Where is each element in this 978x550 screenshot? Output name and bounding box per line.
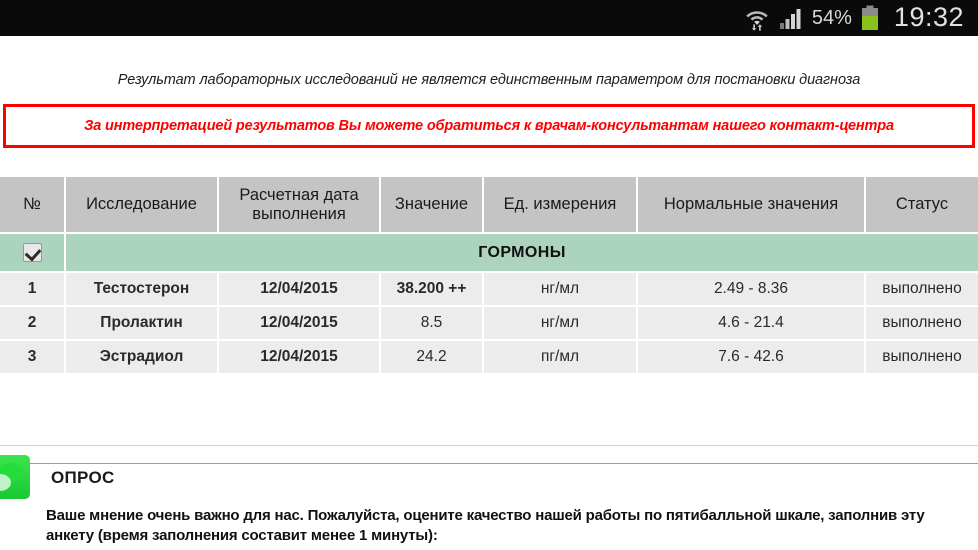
row-study: Тестостерон	[65, 272, 219, 307]
survey-description: Ваше мнение очень важно для нас. Пожалуй…	[46, 507, 925, 545]
row-status: выполнено	[865, 340, 978, 375]
col-header-status: Статус	[865, 177, 978, 234]
android-status-bar: 54% 19:32	[0, 0, 978, 36]
row-date: 12/04/2015	[218, 306, 381, 341]
group-row-hormones: ГОРМОНЫ	[0, 233, 978, 273]
col-header-normal: Нормальные значения	[637, 177, 866, 234]
chat-bubble-shape-secondary	[0, 474, 11, 491]
disclaimer-text: Результат лабораторных исследований не я…	[117, 72, 861, 88]
col-header-study: Исследование	[65, 177, 219, 234]
status-bar-clock: 19:32	[893, 1, 964, 32]
row-number: 1	[0, 272, 66, 307]
survey-divider	[0, 463, 978, 464]
row-number: 3	[0, 340, 66, 375]
row-unit: нг/мл	[483, 306, 638, 341]
table-row: 3 Эстрадиол 12/04/2015 24.2 пг/мл 7.6 - …	[0, 340, 978, 375]
col-header-unit: Ед. измерения	[483, 177, 638, 234]
table-row: 2 Пролактин 12/04/2015 8.5 нг/мл 4.6 - 2…	[0, 306, 978, 341]
wifi-with-data-arrows-icon	[744, 5, 770, 31]
col-header-date: Расчетная дата выполнения	[218, 177, 381, 234]
row-normal: 2.49 - 8.36	[637, 272, 866, 307]
row-normal: 4.6 - 21.4	[637, 306, 866, 341]
group-checkbox-cell[interactable]	[0, 233, 66, 273]
col-header-number: №	[0, 177, 66, 234]
row-unit: пг/мл	[483, 340, 638, 375]
row-number: 2	[0, 306, 66, 341]
group-title-cell: ГОРМОНЫ	[65, 233, 978, 273]
row-normal: 7.6 - 42.6	[637, 340, 866, 375]
cellular-signal-icon	[779, 6, 803, 30]
group-select-checkbox[interactable]	[22, 243, 42, 262]
table-header-row: № Исследование Расчетная дата выполнения…	[0, 177, 978, 234]
row-status: выполнено	[865, 272, 978, 307]
row-unit: нг/мл	[483, 272, 638, 307]
group-title-label: ГОРМОНЫ	[478, 243, 566, 261]
row-date: 12/04/2015	[218, 340, 381, 375]
survey-section: ОПРОС Ваше мнение очень важно для нас. П…	[0, 445, 978, 550]
battery-icon	[861, 5, 879, 31]
results-page: Результат лабораторных исследований не я…	[0, 36, 978, 550]
chat-bubble-icon	[0, 455, 30, 499]
lab-results-table: № Исследование Расчетная дата выполнения…	[0, 177, 978, 375]
row-status: выполнено	[865, 306, 978, 341]
row-study: Эстрадиол	[65, 340, 219, 375]
row-date: 12/04/2015	[218, 272, 381, 307]
row-value: 8.5	[380, 306, 484, 341]
battery-percent-label: 54%	[811, 6, 852, 29]
notice-box: За интерпретацией результатов Вы можете …	[3, 104, 975, 148]
col-header-value: Значение	[380, 177, 484, 234]
table-row: 1 Тестостерон 12/04/2015 38.200 ++ нг/мл…	[0, 272, 978, 307]
row-value: 38.200 ++	[380, 272, 484, 307]
row-value: 24.2	[380, 340, 484, 375]
row-study: Пролактин	[65, 306, 219, 341]
survey-title: ОПРОС	[51, 468, 115, 487]
notice-text: За интерпретацией результатов Вы можете …	[84, 118, 894, 134]
